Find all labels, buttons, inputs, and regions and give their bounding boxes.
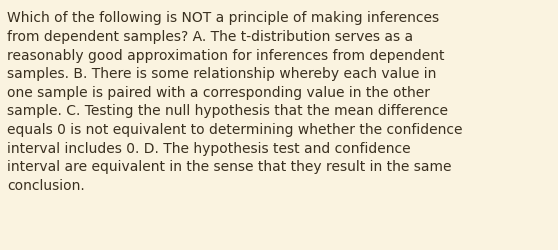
Text: Which of the following is NOT a principle of making inferences
from dependent​ s: Which of the following is NOT a principl…: [7, 11, 463, 192]
